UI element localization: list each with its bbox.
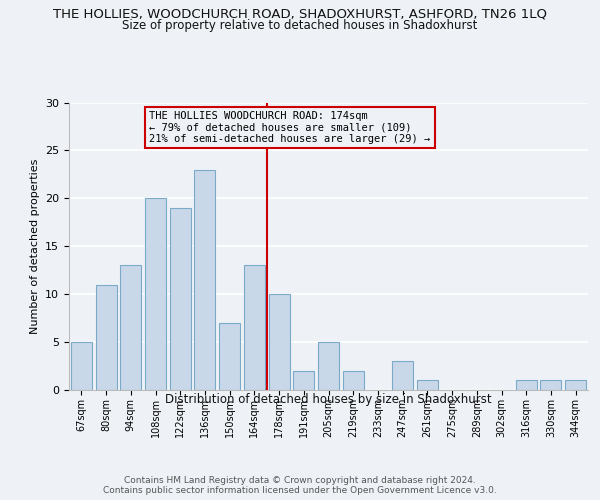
Bar <box>343 371 364 390</box>
Text: Distribution of detached houses by size in Shadoxhurst: Distribution of detached houses by size … <box>166 392 492 406</box>
Bar <box>71 342 92 390</box>
Bar <box>417 380 438 390</box>
Y-axis label: Number of detached properties: Number of detached properties <box>29 158 40 334</box>
Text: THE HOLLIES, WOODCHURCH ROAD, SHADOXHURST, ASHFORD, TN26 1LQ: THE HOLLIES, WOODCHURCH ROAD, SHADOXHURS… <box>53 8 547 20</box>
Bar <box>392 361 413 390</box>
Text: Contains HM Land Registry data © Crown copyright and database right 2024.: Contains HM Land Registry data © Crown c… <box>124 476 476 485</box>
Bar <box>318 342 339 390</box>
Bar <box>541 380 562 390</box>
Bar <box>293 371 314 390</box>
Bar <box>145 198 166 390</box>
Text: Size of property relative to detached houses in Shadoxhurst: Size of property relative to detached ho… <box>122 19 478 32</box>
Bar <box>269 294 290 390</box>
Text: Contains public sector information licensed under the Open Government Licence v3: Contains public sector information licen… <box>103 486 497 495</box>
Bar <box>170 208 191 390</box>
Bar <box>565 380 586 390</box>
Bar <box>120 266 141 390</box>
Bar <box>194 170 215 390</box>
Bar <box>95 284 116 390</box>
Bar <box>244 266 265 390</box>
Text: THE HOLLIES WOODCHURCH ROAD: 174sqm
← 79% of detached houses are smaller (109)
2: THE HOLLIES WOODCHURCH ROAD: 174sqm ← 79… <box>149 111 431 144</box>
Bar <box>219 323 240 390</box>
Bar <box>516 380 537 390</box>
